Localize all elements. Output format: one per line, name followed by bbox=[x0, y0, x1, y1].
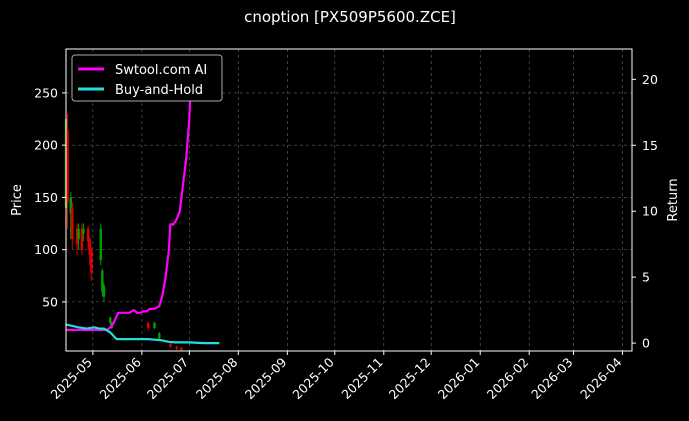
candle bbox=[158, 332, 161, 340]
candle bbox=[82, 223, 85, 242]
candle bbox=[175, 345, 178, 350]
y-tick-label-right: 5 bbox=[642, 270, 650, 285]
candle bbox=[88, 237, 91, 266]
y-tick-label-left: 50 bbox=[42, 294, 58, 309]
candle-body bbox=[99, 228, 102, 261]
candle-body bbox=[86, 228, 90, 242]
candle bbox=[109, 316, 112, 325]
y-tick-label-right: 15 bbox=[642, 138, 658, 153]
candle-body bbox=[66, 129, 69, 203]
y-tick-label-left: 100 bbox=[34, 242, 58, 257]
candle bbox=[75, 223, 79, 255]
candle bbox=[169, 342, 172, 348]
y-tick-label-right: 0 bbox=[642, 336, 650, 351]
candle bbox=[102, 283, 106, 302]
plot-frame bbox=[65, 48, 633, 352]
candle bbox=[153, 321, 156, 330]
candle bbox=[147, 321, 150, 331]
candle-body bbox=[80, 228, 84, 250]
candle-body bbox=[75, 228, 79, 245]
y-tick-label-right: 10 bbox=[642, 204, 658, 219]
legend-box bbox=[71, 54, 223, 102]
series-line-benchmark bbox=[65, 323, 220, 345]
y-tick-label-left: 150 bbox=[34, 190, 58, 205]
legend-label-strategy: Swtool.com AI bbox=[115, 63, 207, 78]
y-axis-label-left: Price bbox=[10, 184, 25, 216]
y-axis-label-right: Return bbox=[666, 178, 681, 221]
legend: Swtool.com AI Buy-and-Hold bbox=[71, 54, 223, 102]
candle bbox=[99, 223, 102, 266]
series-lines bbox=[65, 58, 220, 345]
candle-body bbox=[180, 347, 183, 350]
candle-body bbox=[77, 228, 80, 240]
candle-body bbox=[109, 317, 112, 323]
candle-body bbox=[169, 343, 172, 347]
candle bbox=[77, 223, 80, 250]
candle bbox=[180, 346, 183, 351]
candle-body bbox=[158, 333, 161, 339]
candle-body bbox=[69, 197, 72, 214]
series-line-strategy bbox=[66, 58, 195, 331]
candle-body bbox=[153, 322, 156, 329]
candle bbox=[86, 225, 90, 250]
candle-body bbox=[88, 239, 91, 255]
candle-body bbox=[175, 346, 178, 349]
candle bbox=[66, 113, 69, 229]
candle bbox=[101, 268, 104, 297]
legend-label-benchmark: Buy-and-Hold bbox=[115, 83, 203, 98]
candle bbox=[71, 202, 74, 250]
y-tick-label-left: 250 bbox=[34, 85, 58, 100]
candle bbox=[69, 192, 72, 240]
candle-body bbox=[71, 207, 74, 240]
candle-body bbox=[82, 228, 85, 234]
candle-body bbox=[147, 322, 150, 329]
candle bbox=[80, 223, 84, 255]
chart-title: cnoption [PX509P5600.ZCE] bbox=[244, 8, 456, 26]
candle-body bbox=[102, 286, 106, 297]
y-tick-label-left: 200 bbox=[34, 138, 58, 153]
candle-body bbox=[90, 249, 93, 273]
candle-body bbox=[101, 270, 104, 292]
y-tick-label-right: 20 bbox=[642, 72, 658, 87]
candle bbox=[90, 247, 93, 281]
